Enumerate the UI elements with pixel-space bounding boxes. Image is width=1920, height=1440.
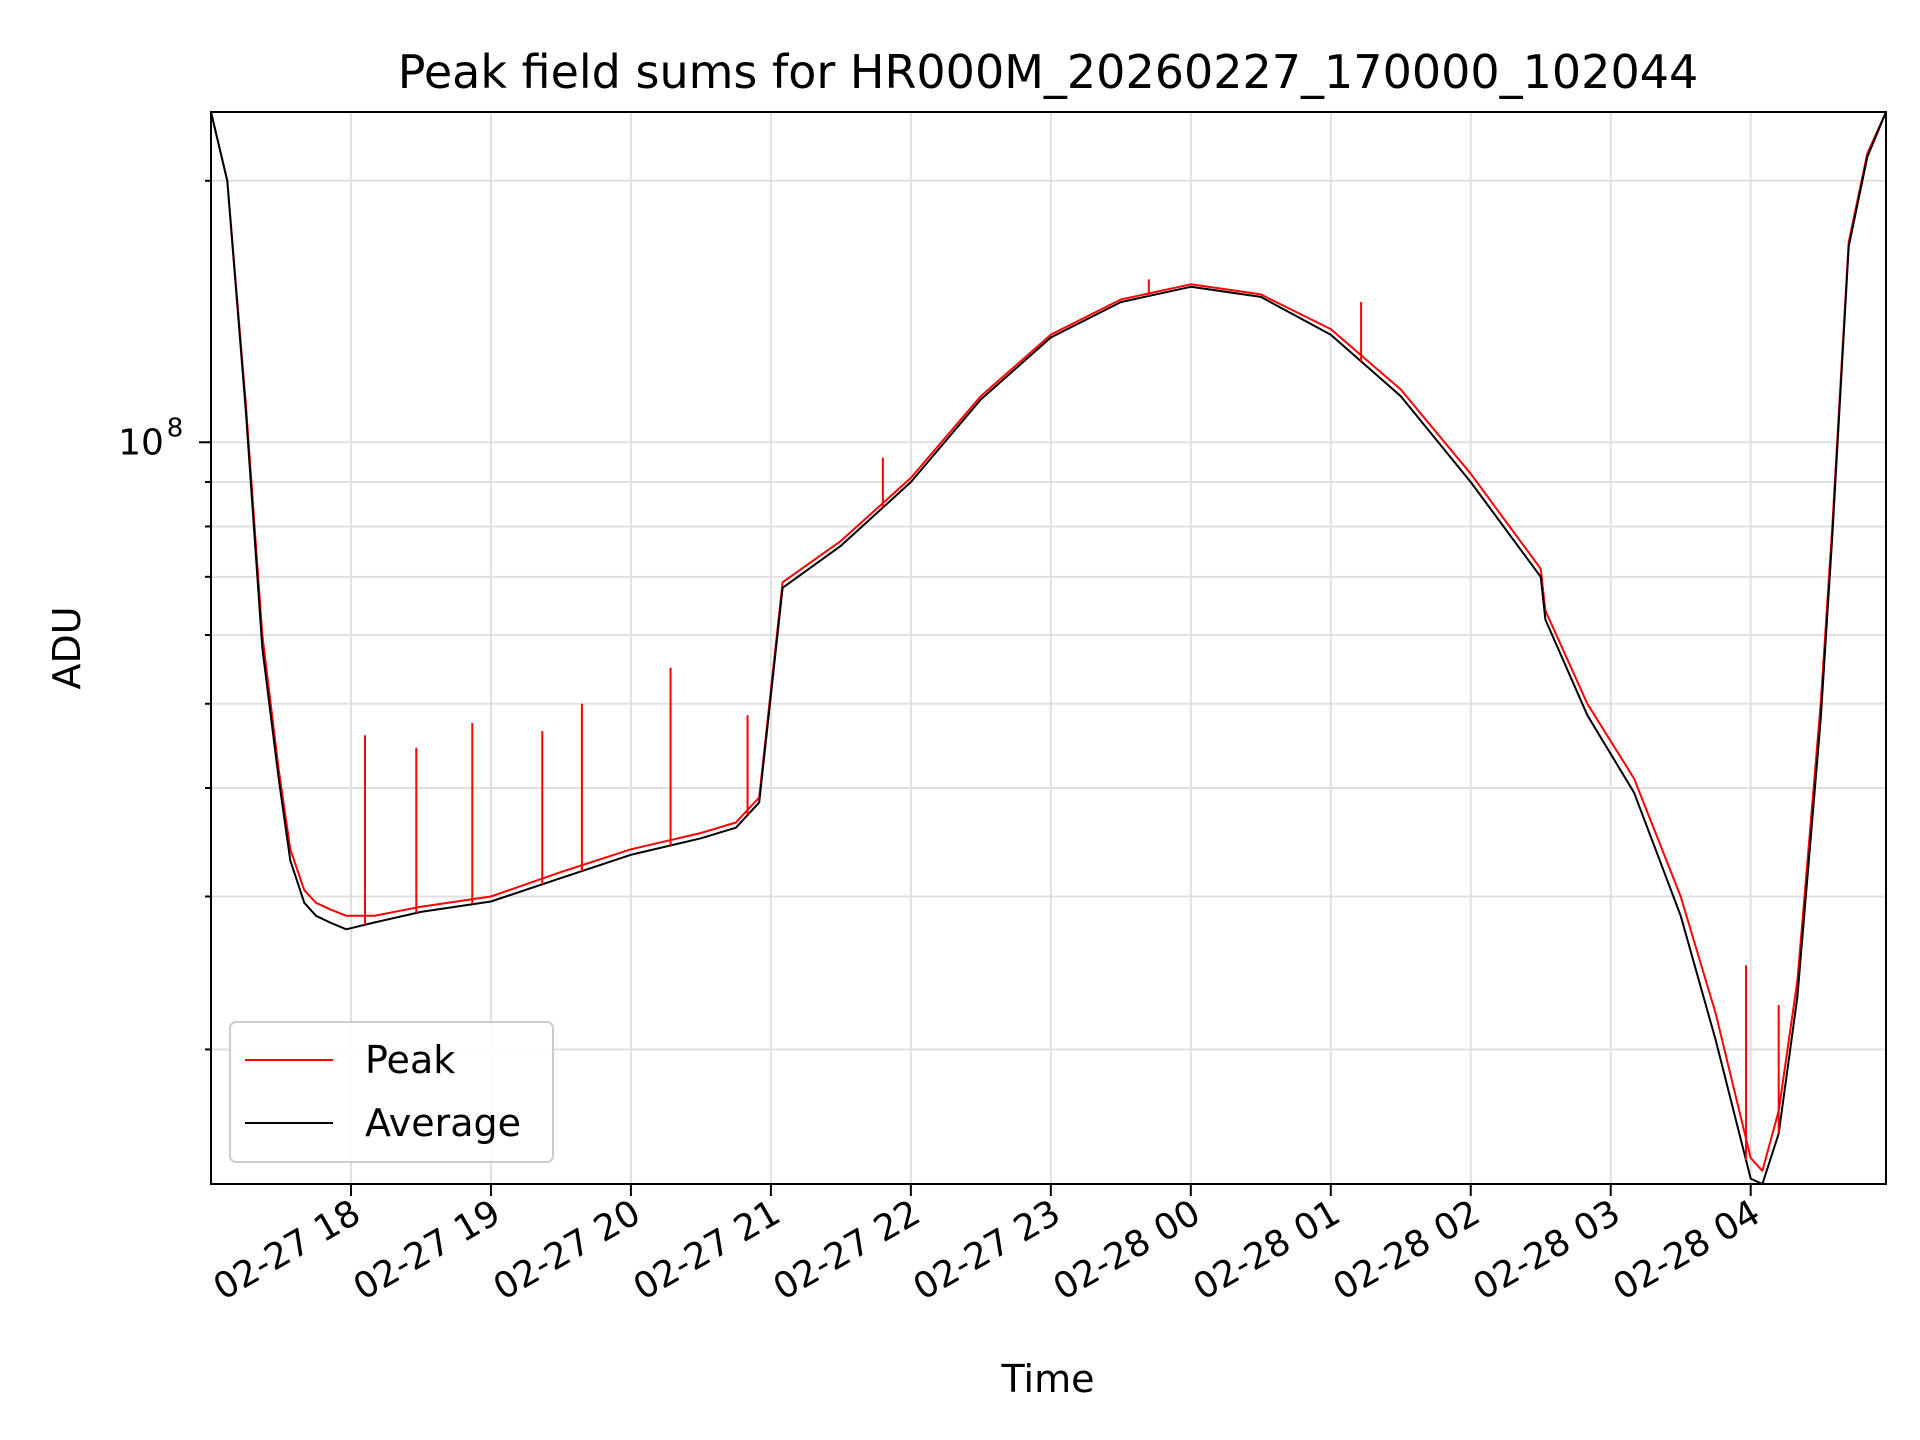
y-axis: 10 8	[118, 179, 211, 1051]
legend-label-peak: Peak	[365, 1038, 455, 1082]
series-line-peak	[210, 111, 1887, 1172]
chart-title: Peak field sums for HR000M_20260227_1700…	[398, 45, 1699, 99]
legend: Peak Average	[229, 1021, 554, 1163]
y-axis-label: ADU	[45, 606, 89, 689]
x-axis-label: Time	[1001, 1357, 1095, 1401]
y-tick-label-exponent: 8	[167, 413, 184, 443]
plot-frame	[210, 111, 1887, 1185]
legend-box	[229, 1021, 554, 1163]
y-tick-label: 10	[118, 422, 164, 463]
legend-label-average: Average	[365, 1101, 521, 1145]
